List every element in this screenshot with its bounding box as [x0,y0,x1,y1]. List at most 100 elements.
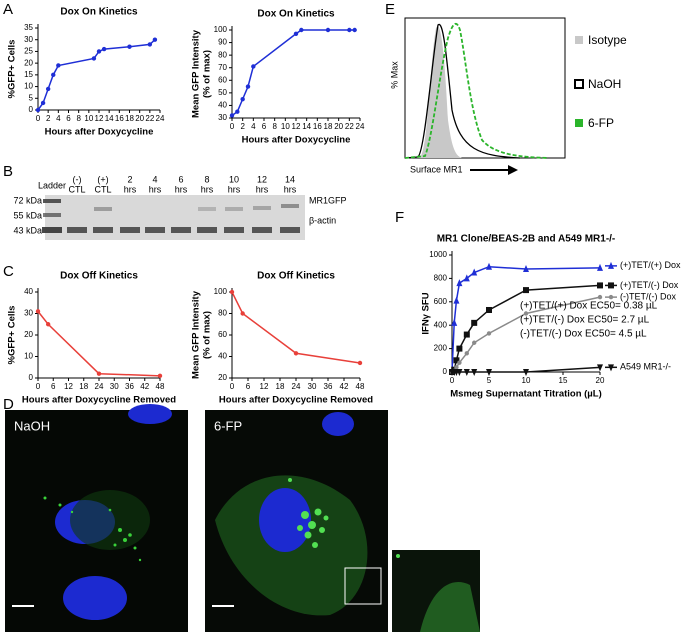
x-tick-label: 10 [281,122,290,131]
inset-box [344,567,382,605]
marker [597,282,603,289]
marker [486,306,492,313]
lane-label: 12 [257,174,267,184]
marker [471,268,478,276]
lane-label: hrs [256,184,269,194]
inset-cell [420,582,480,632]
x-tick-label: 10 [522,376,531,385]
y-axis-label: Mean GFP Intensity [191,290,202,379]
x-tick-label: 42 [340,382,349,391]
series-line [37,310,161,377]
lane-label: hrs [284,184,297,194]
chart-title: Dox On Kinetics [60,7,138,18]
marker [325,27,331,33]
lane-label: 4 [152,174,157,184]
series-line [37,39,156,111]
marker [597,294,603,300]
y-axis-label: (% of max) [202,50,213,98]
band [171,227,191,233]
panel-label: A [3,1,13,18]
x-tick-label: 24 [95,382,104,391]
marker [157,373,163,379]
x-tick-label: 20 [135,114,144,123]
y-tick-label: 20 [24,330,33,339]
y-axis-label: %GFP+ Cells [7,306,18,365]
lane-label: hrs [149,184,162,194]
y-tick-label: 0 [29,373,34,382]
x-tick-label: 24 [156,114,165,123]
marker [486,331,492,336]
y-tick-label: 40 [24,287,33,296]
marker [152,37,158,42]
x-tick-label: 10 [84,114,93,123]
x-tick-label: 5 [487,376,492,385]
lane-label: hrs [175,184,188,194]
y-tick-label: 10 [24,82,33,91]
y-tick-label: 70 [218,63,227,72]
marker [293,351,299,356]
sixfp-hist [404,22,549,159]
marker [486,262,492,270]
marker [35,309,41,314]
band [94,207,112,211]
flow-panel: % Max Surface MR1 Isotype NaOH 6-FP [389,17,627,175]
x-tick-label: 24 [292,382,301,391]
legend-label: 6-FP [588,116,614,130]
lane-label: CTL [68,184,85,194]
y-tick-label: 60 [218,75,227,84]
x-axis-label: Hours after Doxycycline Removed [22,395,176,406]
blot-panel: 72 kDa 55 kDa 43 kDa MR1GFP β-actin Ladd… [13,174,347,240]
y-axis-label: % Max [389,61,399,89]
y-axis-label: (% of max) [202,311,213,359]
marker [523,265,529,273]
band [120,227,140,233]
micrograph-label: NaOH [14,418,50,433]
band [280,227,300,233]
annotation: (+)TET/(+) Dox EC50= 0.38 µL [520,301,658,312]
isotype-hist [405,26,462,158]
marker [147,42,153,47]
scale-bar [212,605,234,607]
x-tick-label: 8 [272,122,277,131]
lane-label: hrs [124,184,137,194]
marker [471,319,478,326]
panel-label: C [3,263,14,280]
y-tick-label: 200 [434,344,448,353]
x-tick-label: 48 [156,382,165,391]
x-tick-label: 2 [240,122,245,131]
x-tick-label: 12 [292,122,301,131]
y-tick-label: 15 [24,70,33,79]
scale-bar [12,605,34,607]
marker [523,369,529,376]
x-axis-label: Hours after Doxycycline Removed [219,395,373,406]
y-tick-label: 0 [29,105,34,114]
y-tick-label: 5 [29,93,34,102]
panel-label: B [3,163,13,180]
size-label: 43 kDa [13,225,42,235]
legend-label: (-)TET/(-) Dox [620,291,676,301]
marker [240,311,245,316]
x-tick-label: 2 [46,114,51,123]
y-tick-label: 30 [24,309,33,318]
x-tick-label: 12 [64,382,73,391]
marker [45,322,51,327]
x-tick-label: 22 [145,114,154,123]
x-tick-label: 6 [51,382,56,391]
marker [597,364,603,372]
legend-label: A549 MR1-/- [620,362,671,372]
x-tick-label: 8 [76,114,81,123]
x-tick-label: 0 [230,382,235,391]
y-tick-label: 40 [218,101,227,110]
y-axis-label: IFNγ SFU [421,292,432,334]
x-tick-label: 14 [302,122,311,131]
marker [96,49,102,54]
marker [456,369,463,376]
band [224,227,244,233]
micrographs: NaOH 6-FP [5,404,480,632]
x-tick-label: 6 [246,382,251,391]
marker [608,364,614,372]
band [145,227,165,233]
y-axis-label: %GFP+ Cells [7,40,18,99]
marker [451,318,458,326]
lane-label: CTL [94,184,111,194]
